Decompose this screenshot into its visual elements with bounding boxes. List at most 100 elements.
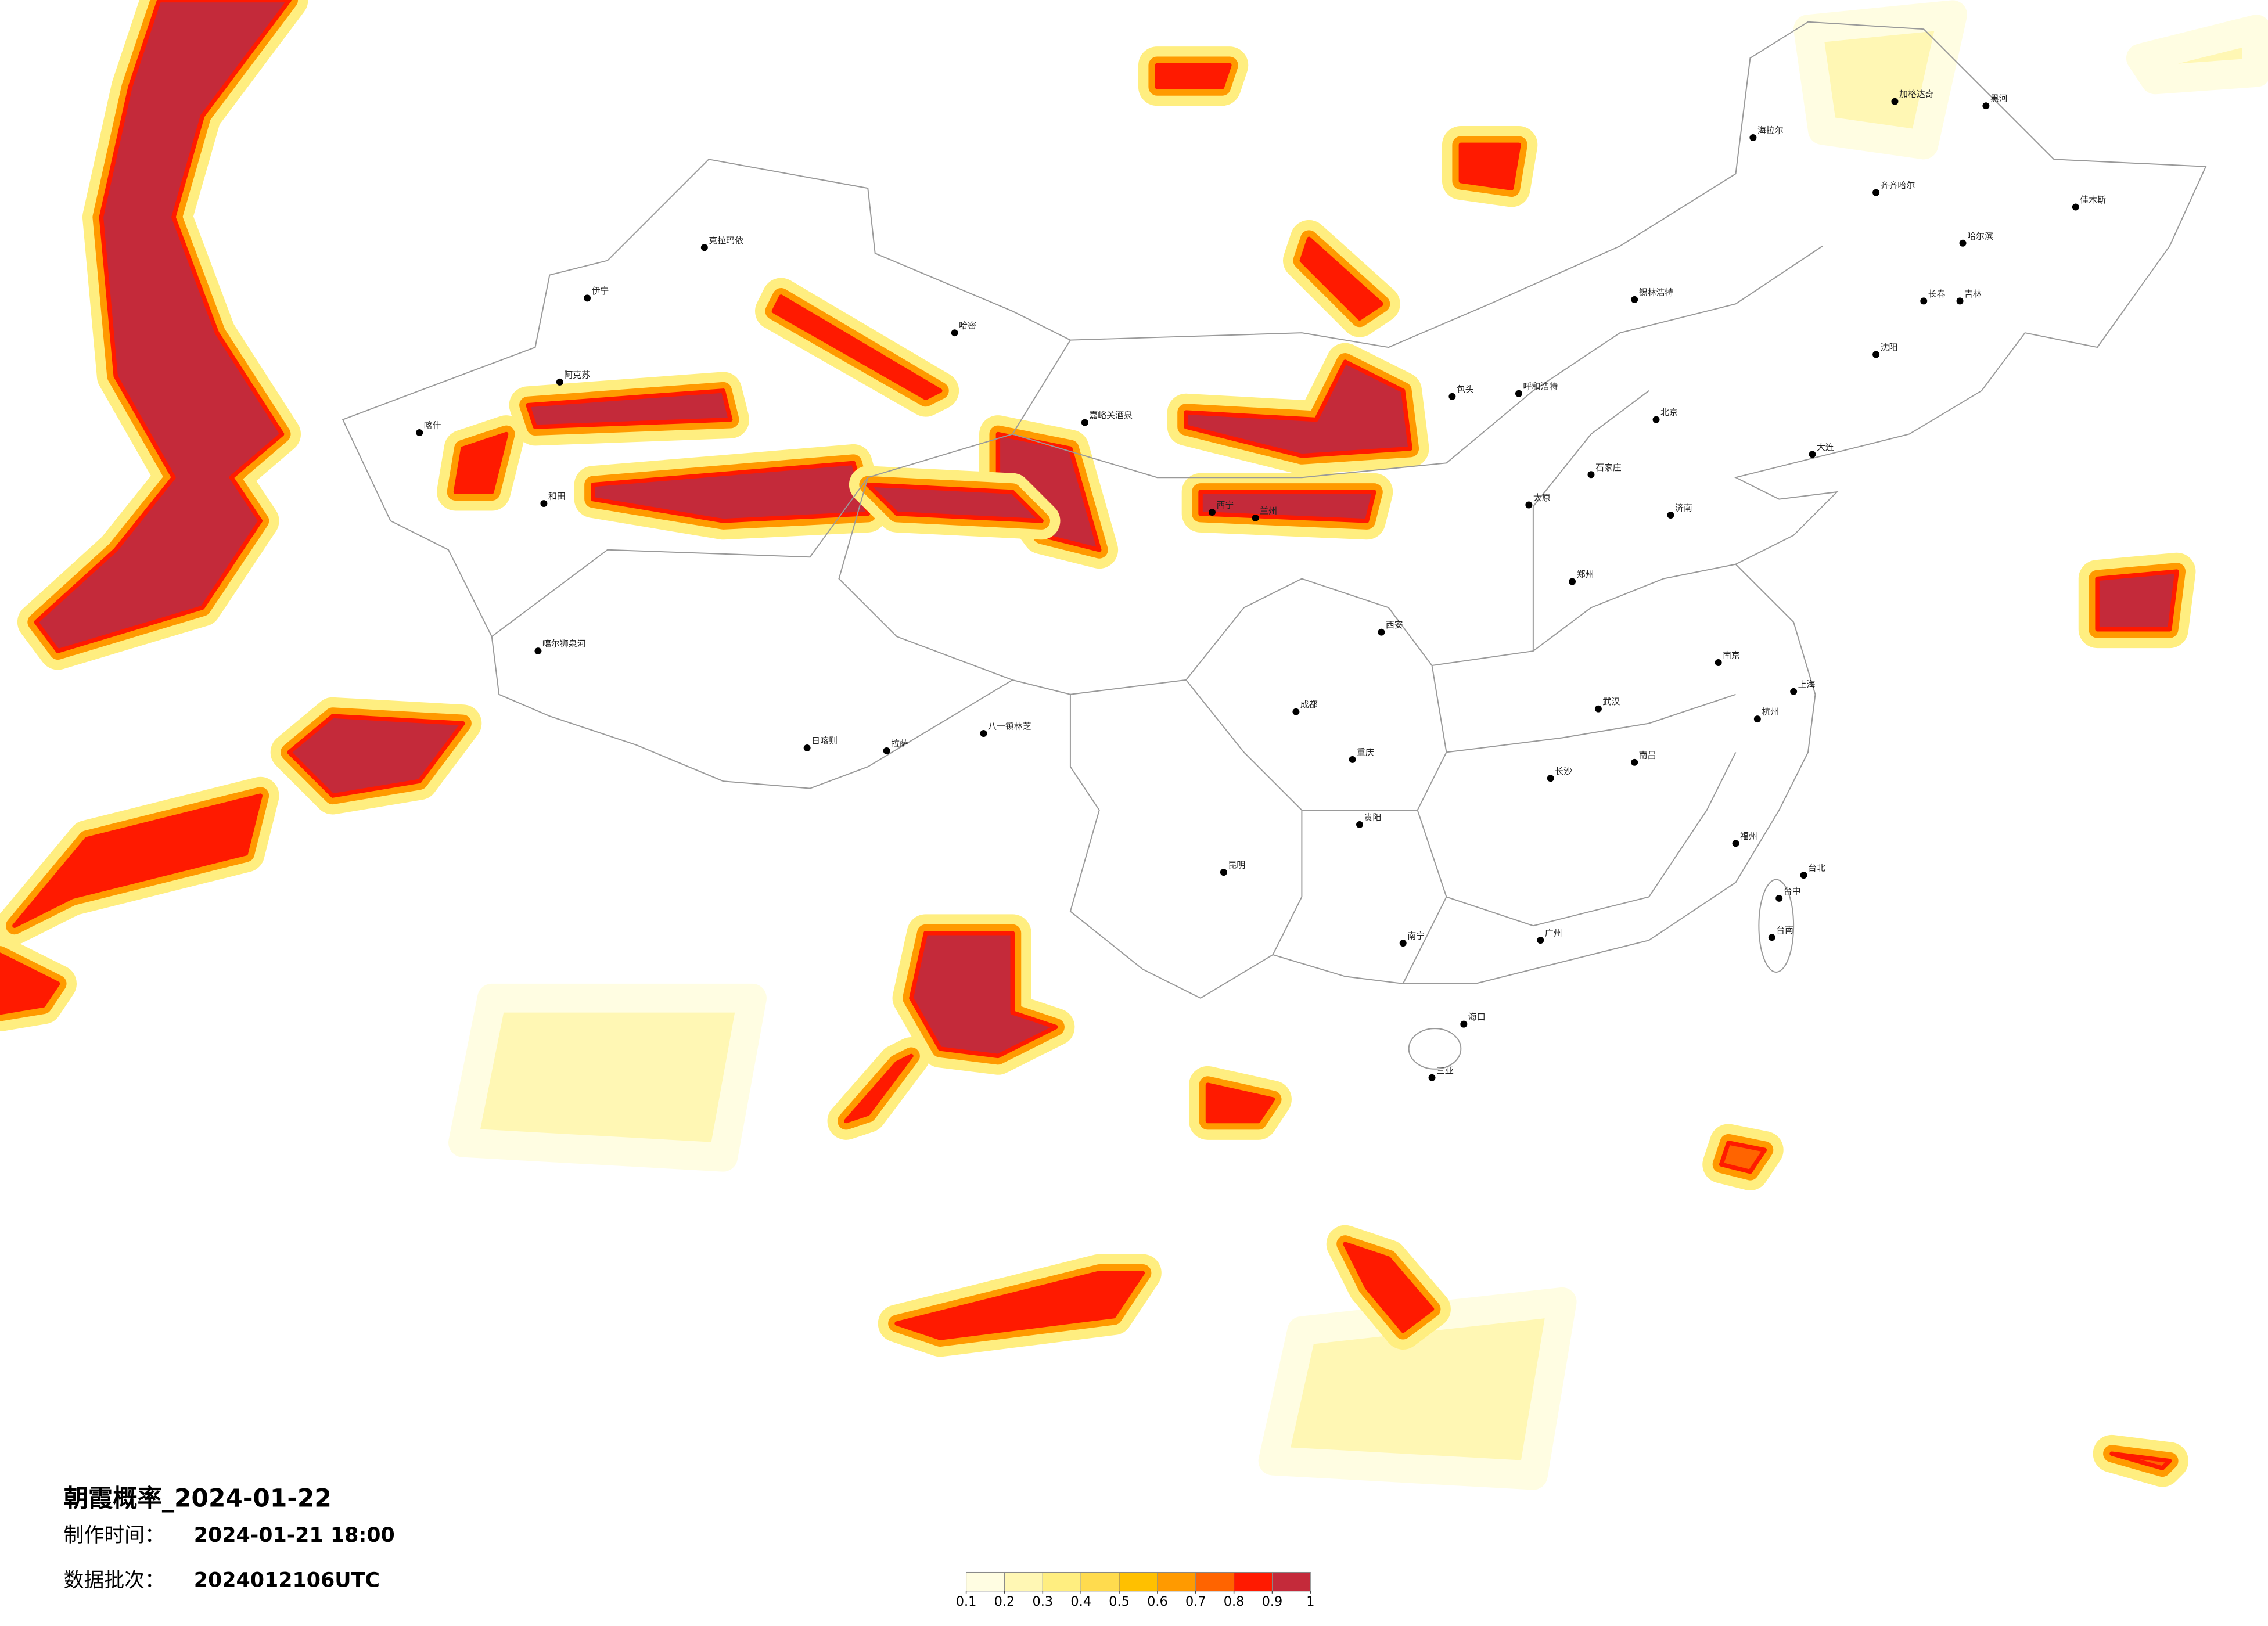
probability-core xyxy=(1343,1242,1435,1333)
city-label: 重庆 xyxy=(1357,747,1374,757)
city-dot xyxy=(1631,758,1638,766)
colorbar-tick-label: 0.4 xyxy=(1070,1594,1091,1609)
city-label: 嘉峪关酒泉 xyxy=(1089,410,1133,420)
city-dot xyxy=(1460,1020,1468,1028)
colorbar-tick-label: 0.6 xyxy=(1147,1594,1168,1609)
colorbar-tick-label: 0.2 xyxy=(994,1594,1015,1609)
probability-core xyxy=(1155,63,1232,89)
city-dot xyxy=(1959,239,1967,247)
colorbar-cell xyxy=(1195,1571,1235,1592)
city-label: 昆明 xyxy=(1228,860,1245,870)
city-dot xyxy=(584,294,591,302)
borders xyxy=(342,21,2207,1070)
city-label: 锡林浩特 xyxy=(1639,287,1674,297)
probability-core xyxy=(1198,490,1376,523)
city-dot xyxy=(1537,937,1544,944)
taiwan xyxy=(1758,879,1795,973)
city-label: 哈尔滨 xyxy=(1967,231,1993,241)
colorbar-cell xyxy=(1080,1571,1120,1592)
colorbar-cell xyxy=(1004,1571,1043,1592)
city-dot xyxy=(1594,705,1602,713)
probability-core xyxy=(287,714,465,798)
probability-core xyxy=(1184,359,1412,458)
city-label: 海口 xyxy=(1468,1012,1486,1022)
colorbar-tick-label: 0.8 xyxy=(1224,1594,1245,1609)
probability-core xyxy=(865,482,1044,523)
city-dot xyxy=(1569,578,1576,585)
city-dot xyxy=(1982,102,1990,110)
colorbar-cell xyxy=(1119,1571,1158,1592)
city-label: 兰州 xyxy=(1260,505,1277,516)
probability-core xyxy=(2109,1451,2172,1470)
city-dot xyxy=(1448,393,1456,400)
colorbar-tick-label: 0.7 xyxy=(1185,1594,1206,1609)
city-dot xyxy=(1809,451,1816,458)
low-probability-area xyxy=(448,983,767,1172)
city-label: 佳木斯 xyxy=(2080,195,2106,205)
city-dot xyxy=(1525,501,1533,509)
city-dot xyxy=(1081,419,1088,426)
city-dot xyxy=(1399,940,1407,947)
city-label: 郑州 xyxy=(1577,569,1594,580)
hainan xyxy=(1408,1028,1462,1070)
city-label: 大连 xyxy=(1817,442,1834,452)
city-label: 日喀则 xyxy=(811,735,838,746)
city-dot xyxy=(1587,471,1595,479)
city-label: 长春 xyxy=(1928,289,1946,299)
probability-core xyxy=(894,1271,1145,1340)
city-label: 长沙 xyxy=(1555,766,1572,776)
probability-core xyxy=(1458,142,1521,190)
colorbar-tick-label: 1 xyxy=(1306,1594,1314,1609)
city-label: 台北 xyxy=(1808,863,1825,873)
city-dot xyxy=(556,378,563,386)
city-label: 喀什 xyxy=(424,420,441,431)
city-dot xyxy=(1428,1074,1436,1081)
city-dot xyxy=(1220,869,1227,876)
city-label: 包头 xyxy=(1457,384,1474,394)
city-dot xyxy=(1209,509,1216,516)
city-dot xyxy=(1920,297,1928,305)
colorbar-cell xyxy=(1157,1571,1196,1592)
province-border xyxy=(491,245,1823,984)
city-label: 阿克苏 xyxy=(564,369,590,380)
city-dot xyxy=(1356,821,1363,828)
city-dot xyxy=(1753,715,1761,723)
probability-core xyxy=(1205,1082,1275,1124)
colorbar-cell xyxy=(966,1571,1005,1592)
city-label: 南京 xyxy=(1723,650,1740,661)
city-dot xyxy=(2072,203,2079,211)
city-label: 海拉尔 xyxy=(1757,125,1784,135)
probability-core xyxy=(12,793,263,928)
city-dot xyxy=(534,647,542,655)
colorbar-tick-label: 0.1 xyxy=(956,1594,977,1609)
city-label: 杭州 xyxy=(1762,707,1779,717)
info-value: 2024-01-21 18:00 xyxy=(194,1524,395,1547)
probability-core xyxy=(34,0,292,653)
city-dot xyxy=(951,329,958,337)
city-label: 上海 xyxy=(1798,679,1816,689)
probability-field xyxy=(0,0,2268,1490)
city-label: 哈密 xyxy=(959,321,976,331)
city-dot xyxy=(1872,189,1880,196)
colorbar-tick-label: 0.3 xyxy=(1033,1594,1054,1609)
colorbar-cell xyxy=(1271,1571,1311,1592)
city-label: 成都 xyxy=(1300,699,1318,710)
probability-core xyxy=(526,388,733,429)
city-label: 武汉 xyxy=(1602,696,1620,707)
city-dot xyxy=(980,730,987,738)
city-label: 西安 xyxy=(1386,620,1403,630)
city-label: 加格达奇 xyxy=(1899,89,1934,99)
low-probability-area xyxy=(2126,15,2268,95)
city-dot xyxy=(700,244,708,251)
city-label: 南昌 xyxy=(1639,750,1656,760)
colorbar-tick-label: 0.5 xyxy=(1109,1594,1130,1609)
city-dot xyxy=(883,747,890,754)
city-dot xyxy=(1667,511,1674,519)
info-value: 2024012106UTC xyxy=(194,1569,380,1592)
info-label: 数据批次： xyxy=(64,1569,165,1592)
probability-core xyxy=(2095,569,2179,632)
city-label: 沈阳 xyxy=(1881,342,1898,352)
city-label: 广州 xyxy=(1545,928,1562,938)
city-dot xyxy=(1775,894,1783,902)
